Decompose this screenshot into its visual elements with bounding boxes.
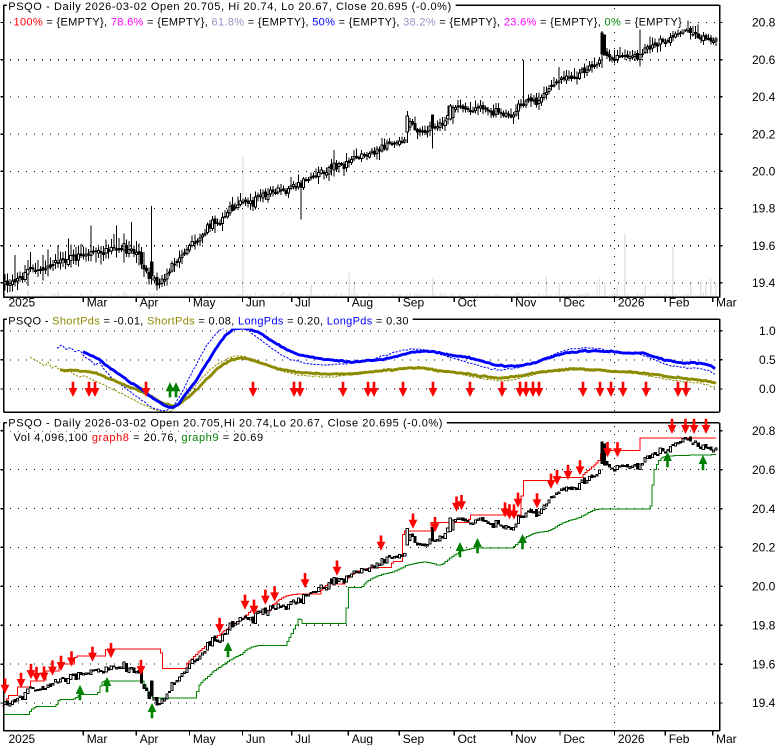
svg-text:PSQO - Daily 2026-03-02 Open 2: PSQO - Daily 2026-03-02 Open 20.705,Hi 2…: [8, 418, 443, 430]
svg-text:0.0: 0.0: [759, 382, 776, 396]
svg-text:Aug: Aug: [352, 732, 373, 745]
svg-text:20.8: 20.8: [752, 424, 776, 438]
svg-text:Nov: Nov: [515, 296, 536, 310]
svg-text:20.8: 20.8: [752, 16, 776, 30]
svg-text:20.4: 20.4: [752, 502, 776, 516]
svg-text:20.2: 20.2: [752, 127, 776, 141]
svg-text:Mar: Mar: [716, 296, 737, 310]
svg-text:May: May: [193, 296, 216, 310]
svg-text:Vol 4,096,100 graph8 = 20.76,: Vol 4,096,100 graph8 = 20.76, graph9 = 2…: [14, 432, 264, 444]
svg-text:19.8: 19.8: [752, 618, 776, 632]
svg-text:Mar: Mar: [87, 732, 108, 745]
svg-text:2025: 2025: [9, 732, 36, 745]
svg-text:20.6: 20.6: [752, 53, 776, 67]
svg-text:Oct: Oct: [458, 296, 477, 310]
svg-text:Dec: Dec: [563, 296, 584, 310]
svg-text:Dec: Dec: [563, 732, 584, 745]
svg-text:20.0: 20.0: [752, 165, 776, 179]
svg-text:Apr: Apr: [140, 296, 159, 310]
svg-text:Jul: Jul: [295, 732, 310, 745]
svg-text:20.2: 20.2: [752, 541, 776, 555]
svg-text:19.4: 19.4: [752, 696, 776, 710]
svg-text:Jul: Jul: [295, 296, 310, 310]
svg-text:20.0: 20.0: [752, 580, 776, 594]
svg-text:100% = {EMPTY}, 78.6% = {EMPTY: 100% = {EMPTY}, 78.6% = {EMPTY}, 61.8% =…: [14, 16, 683, 28]
svg-text:Mar: Mar: [87, 296, 108, 310]
svg-text:20.6: 20.6: [752, 463, 776, 477]
svg-text:Apr: Apr: [140, 732, 159, 745]
svg-text:19.6: 19.6: [752, 657, 776, 671]
svg-text:19.8: 19.8: [752, 202, 776, 216]
svg-text:19.4: 19.4: [752, 276, 776, 290]
svg-text:Jun: Jun: [246, 296, 265, 310]
svg-text:Nov: Nov: [515, 732, 536, 745]
svg-text:Oct: Oct: [458, 732, 477, 745]
svg-text:2026: 2026: [618, 732, 645, 745]
svg-text:PSQO - Daily 2026-03-02 Open 2: PSQO - Daily 2026-03-02 Open 20.705, Hi …: [8, 1, 452, 13]
svg-text:20.4: 20.4: [752, 90, 776, 104]
svg-text:Sep: Sep: [403, 732, 425, 745]
svg-text:Jun: Jun: [246, 732, 265, 745]
svg-text:0.5: 0.5: [759, 353, 776, 367]
svg-text:2026: 2026: [618, 296, 645, 310]
svg-text:Feb: Feb: [669, 732, 690, 745]
svg-text:Sep: Sep: [403, 296, 425, 310]
svg-text:1.0: 1.0: [759, 324, 776, 338]
svg-text:Feb: Feb: [669, 296, 690, 310]
svg-text:19.6: 19.6: [752, 239, 776, 253]
svg-text:2025: 2025: [9, 296, 36, 310]
svg-text:May: May: [193, 732, 216, 745]
svg-text:Aug: Aug: [352, 296, 373, 310]
svg-text:PSQO - ShortPds = -0.01, Short: PSQO - ShortPds = -0.01, ShortPds = 0.08…: [8, 315, 409, 327]
svg-text:Mar: Mar: [716, 732, 737, 745]
